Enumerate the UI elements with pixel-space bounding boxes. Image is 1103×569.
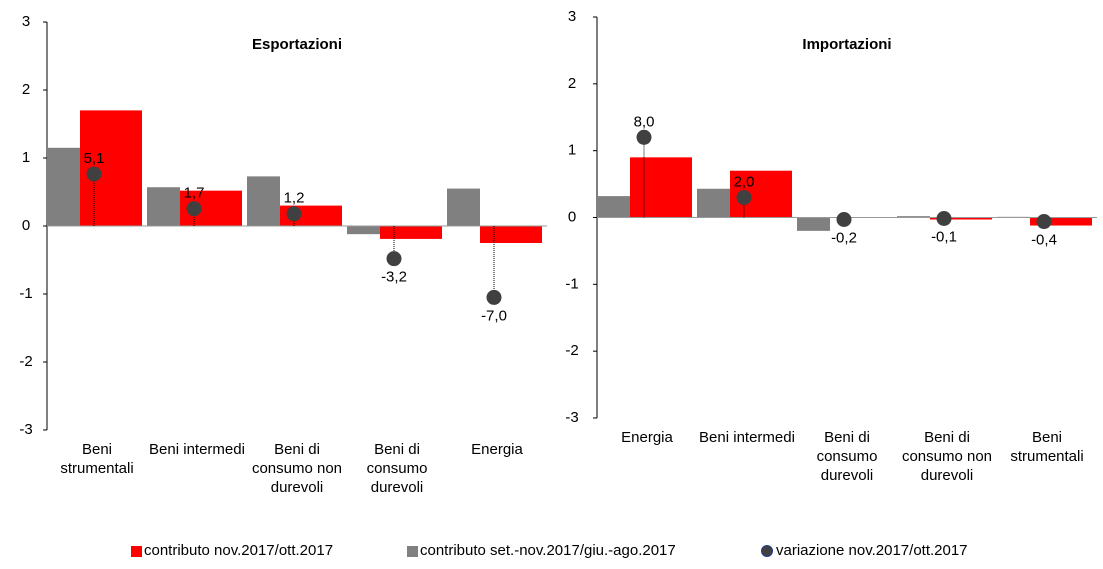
bar [697, 188, 730, 218]
legend-label: contributo set.-nov.2017/giu.-ago.2017 [420, 542, 676, 559]
y-tick-label: 1 [568, 142, 576, 159]
bar [380, 226, 442, 239]
legend-item: variazione nov.2017/ott.2017 [761, 543, 968, 559]
data-label: -0,2 [831, 229, 857, 246]
y-tick-label: -1 [565, 275, 578, 292]
bar [1030, 217, 1092, 226]
bar [47, 147, 80, 226]
y-tick-label: -3 [565, 409, 578, 426]
x-tick-label: Beni intermedi [149, 441, 245, 458]
data-label: -0,1 [931, 228, 957, 245]
legend-item: contributo set.-nov.2017/giu.-ago.2017 [407, 543, 676, 559]
bar [597, 196, 630, 218]
data-label: 5,1 [84, 150, 105, 167]
y-tick-label: 1 [22, 149, 30, 166]
legend-item: contributo nov.2017/ott.2017 [131, 543, 333, 559]
data-label: 8,0 [634, 113, 655, 130]
y-tick-label: 3 [568, 8, 576, 25]
chart-title: Esportazioni [252, 36, 342, 53]
dot [736, 189, 752, 205]
x-tick-label: Beni di consumo durevoli [366, 441, 428, 496]
bar [147, 187, 180, 226]
chart-title: Importazioni [802, 36, 891, 53]
data-label: -0,4 [1031, 231, 1057, 248]
y-tick-label: -2 [19, 353, 32, 370]
y-tick-label: 0 [568, 208, 576, 225]
y-tick-label: -3 [19, 421, 32, 438]
dot [836, 212, 852, 228]
legend-label: contributo nov.2017/ott.2017 [144, 542, 334, 559]
bar [480, 226, 542, 243]
bar [447, 188, 480, 226]
x-tick-label: Beni intermedi [699, 429, 795, 446]
legend-swatch [761, 545, 773, 557]
bar [247, 176, 280, 226]
bar [930, 217, 992, 220]
dot [636, 129, 652, 145]
y-tick-label: 2 [22, 81, 30, 98]
dot [936, 211, 952, 227]
bar [797, 217, 830, 231]
x-tick-label: Energia [471, 441, 523, 458]
x-tick-label: Beni di consumo durevoli [816, 429, 878, 484]
y-tick-label: -2 [565, 342, 578, 359]
x-tick-label: Beni di consumo non durevoli [251, 441, 343, 496]
bar [897, 216, 930, 218]
legend-swatch [131, 545, 142, 557]
x-tick-label: Beni strumentali [60, 441, 134, 477]
x-tick-label: Energia [621, 429, 673, 446]
data-label: -7,0 [481, 307, 507, 324]
data-label: 1,2 [284, 190, 305, 207]
y-tick-label: 2 [568, 75, 576, 92]
dot [486, 289, 502, 305]
dot [186, 201, 202, 217]
bar [630, 157, 692, 218]
legend-label: variazione nov.2017/ott.2017 [776, 542, 968, 559]
legend-swatch [407, 545, 418, 557]
dot [386, 251, 402, 267]
bar [347, 226, 380, 235]
dot [286, 206, 302, 222]
y-tick-label: 0 [22, 217, 30, 234]
data-label: -3,2 [381, 269, 407, 286]
y-tick-label: 3 [22, 13, 30, 30]
y-tick-label: -1 [19, 285, 32, 302]
dot [1036, 214, 1052, 230]
dot [86, 166, 102, 182]
x-tick-label: Beni strumentali [1010, 429, 1084, 465]
x-tick-label: Beni di consumo non durevoli [901, 429, 993, 484]
data-label: 1,7 [184, 185, 205, 202]
data-label: 2,0 [734, 173, 755, 190]
